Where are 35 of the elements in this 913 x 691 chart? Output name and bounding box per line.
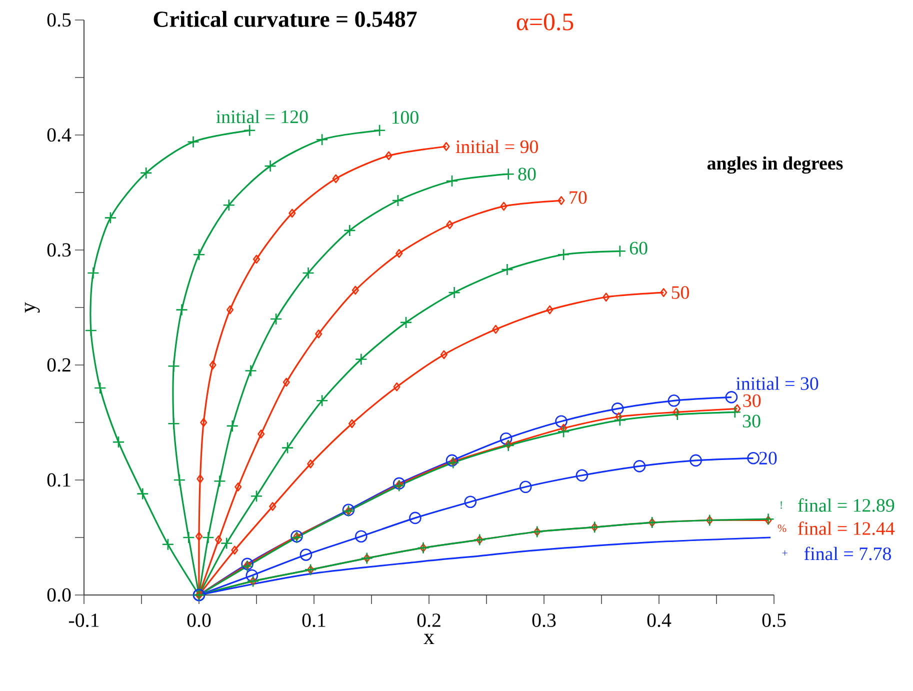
x-tick-label: 0.5 [762, 614, 786, 628]
series-label: 50 [672, 286, 690, 299]
x-tick-label: 0.4 [647, 614, 672, 628]
y-tick-label: 0.3 [47, 243, 71, 257]
y-tick-label: 0.0 [47, 588, 71, 602]
y-tick-label: 0.1 [47, 473, 70, 487]
x-tick-label: 0.1 [302, 614, 326, 628]
series-label: final = 7.78 [804, 546, 891, 560]
x-tick-label: 0.0 [187, 614, 211, 628]
series-label: 30 [743, 394, 761, 408]
annotation: angles in degrees [707, 156, 843, 174]
chart-title: Critical curvature = 0.5487 [154, 10, 417, 28]
series-label: initial = 90 [456, 140, 538, 154]
series-label: 80 [518, 168, 536, 180]
x-tick-label: 0.2 [417, 614, 440, 628]
text: % [778, 524, 786, 532]
x-tick-label: 0.3 [532, 614, 556, 628]
series-label: 60 [630, 242, 648, 255]
x-tick-label: -0.1 [68, 614, 99, 628]
series-label: 70 [570, 191, 587, 204]
series-label: final = 12.89 [798, 498, 894, 512]
text: ! [780, 501, 782, 509]
chart-subtitle: α=0.5 [516, 14, 574, 30]
y-tick-label: 0.4 [47, 128, 72, 142]
y-axis-title: y [24, 302, 40, 313]
y-tick-label: 0.2 [47, 358, 70, 372]
x-axis-title: x [424, 634, 434, 644]
series-label: final = 12.44 [798, 521, 895, 536]
series-label: initial = 120 [216, 110, 308, 124]
series-label: 30 [743, 414, 760, 428]
text: + [782, 550, 788, 556]
y-tick-label: 0.5 [47, 13, 71, 27]
series-label: 100 [392, 111, 418, 124]
series-label: initial = 30 [736, 376, 818, 390]
series-label: 20 [759, 452, 777, 465]
